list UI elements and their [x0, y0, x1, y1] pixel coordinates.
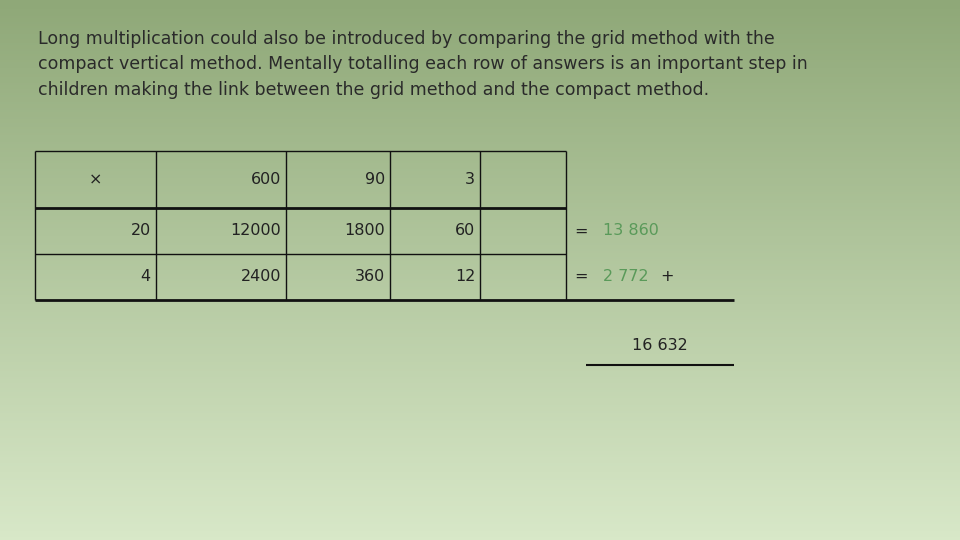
- Text: 360: 360: [354, 269, 385, 284]
- Text: 20: 20: [131, 224, 151, 238]
- Text: 60: 60: [455, 224, 475, 238]
- Text: =: =: [574, 224, 588, 238]
- Text: 12000: 12000: [230, 224, 281, 238]
- Text: 2 772: 2 772: [603, 269, 649, 284]
- Text: +: +: [660, 269, 674, 284]
- Text: 600: 600: [251, 172, 281, 187]
- Text: =: =: [574, 269, 588, 284]
- Text: 2400: 2400: [241, 269, 281, 284]
- Text: ×: ×: [88, 172, 102, 187]
- Text: 13 860: 13 860: [603, 224, 659, 238]
- Text: 12: 12: [455, 269, 475, 284]
- Text: 1800: 1800: [345, 224, 385, 238]
- Text: 3: 3: [466, 172, 475, 187]
- Text: Long multiplication could also be introduced by comparing the grid method with t: Long multiplication could also be introd…: [38, 30, 808, 99]
- Text: 4: 4: [140, 269, 151, 284]
- Text: 16 632: 16 632: [632, 338, 688, 353]
- Text: 90: 90: [365, 172, 385, 187]
